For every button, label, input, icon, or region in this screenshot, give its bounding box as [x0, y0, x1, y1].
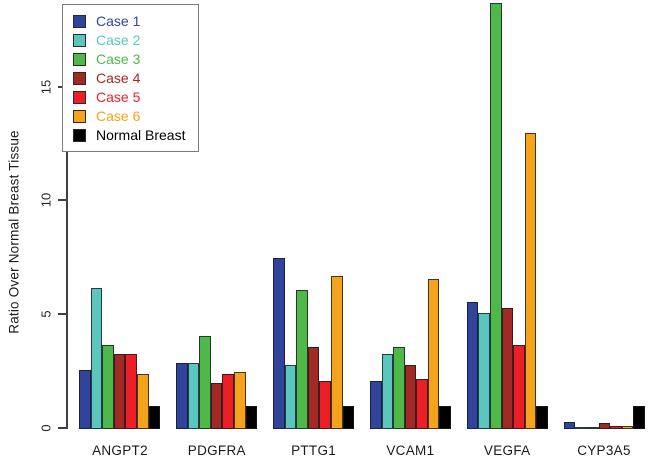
- bar-pdgfra-case-1: [175, 363, 188, 429]
- legend-swatch: [73, 14, 86, 28]
- x-axis-label-vegfa: VEGFA: [483, 443, 531, 458]
- bar-pdgfra-normal-breast: [245, 406, 258, 429]
- y-tick-label: 10: [38, 193, 54, 208]
- bar-group-pdgfra: [175, 336, 258, 429]
- legend-label: Case 5: [96, 89, 141, 105]
- legend-label: Case 1: [96, 13, 141, 29]
- bar-vcam1-case-2: [381, 354, 394, 429]
- bar-cyp3a5-case-1: [563, 422, 576, 429]
- x-axis-label-pdgfra: PDGFRA: [187, 443, 246, 458]
- bar-group-vegfa: [466, 3, 549, 429]
- legend-item-case-5: Case 5: [73, 89, 185, 105]
- legend-item-case-1: Case 1: [73, 13, 185, 29]
- y-tick: [58, 427, 66, 429]
- y-tick-label: 0: [38, 424, 54, 432]
- bar-group-angpt2: [79, 288, 161, 429]
- y-tick-label: 5: [38, 310, 54, 318]
- bar-angpt2-case-5: [125, 354, 137, 429]
- bar-pdgfra-case-5: [222, 374, 234, 429]
- legend-label: Case 6: [96, 108, 141, 124]
- bar-angpt2-case-1: [79, 370, 91, 429]
- bar-angpt2-normal-breast: [148, 406, 161, 429]
- bar-vcam1-case-3: [393, 347, 405, 429]
- legend-swatch: [73, 90, 86, 104]
- bar-group-cyp3a5: [563, 406, 645, 429]
- y-tick: [58, 199, 66, 202]
- legend-item-case-2: Case 2: [73, 32, 185, 48]
- legend-label: Case 2: [96, 32, 141, 48]
- legend-swatch: [73, 128, 86, 142]
- bar-pttg1-case-4: [307, 347, 320, 429]
- bar-angpt2-case-6: [136, 374, 149, 429]
- legend-item-case-4: Case 4: [73, 70, 185, 86]
- bar-pttg1-case-3: [296, 290, 308, 429]
- legend-swatch: [73, 109, 86, 123]
- bar-vegfa-case-2: [478, 313, 491, 429]
- bar-pdgfra-case-2: [187, 363, 200, 429]
- bar-vcam1-normal-breast: [439, 406, 452, 429]
- bar-vcam1-case-6: [427, 279, 440, 429]
- bar-pdgfra-case-4: [210, 383, 223, 429]
- bar-vegfa-case-5: [513, 345, 525, 429]
- y-axis-line: [66, 84, 68, 429]
- x-axis-labels: ANGPT2 PDGFRA PTTG1 VCAM1 VEGFA CYP3A5: [68, 443, 648, 458]
- plot-area: [68, 0, 648, 429]
- bar-angpt2-case-3: [102, 345, 114, 429]
- bar-angpt2-case-4: [113, 354, 126, 429]
- y-tick: [58, 313, 66, 316]
- bar-pttg1-case-5: [319, 381, 331, 429]
- y-axis-title: Ratio Over Normal Breast Tissue: [6, 130, 22, 334]
- bar-group-pttg1: [272, 258, 355, 429]
- x-axis-label-angpt2: ANGPT2: [92, 443, 148, 458]
- bar-pttg1-normal-breast: [342, 406, 355, 429]
- legend-label: Case 4: [96, 70, 141, 86]
- bar-pttg1-case-6: [330, 276, 343, 429]
- legend-swatch: [73, 33, 86, 47]
- legend-swatch: [73, 52, 86, 66]
- y-tick-label: 15: [38, 79, 54, 94]
- bar-group-vcam1: [369, 279, 452, 429]
- legend-item-case-3: Case 3: [73, 51, 185, 67]
- x-axis-label-cyp3a5: CYP3A5: [577, 443, 631, 458]
- bar-cyp3a5-case-3: [587, 427, 599, 429]
- legend-item-case-6: Case 6: [73, 108, 185, 124]
- bar-cyp3a5-case-4: [598, 423, 611, 429]
- bar-vegfa-case-4: [501, 308, 514, 429]
- bar-vcam1-case-4: [404, 365, 417, 429]
- bar-vegfa-case-6: [524, 133, 537, 429]
- bar-vegfa-case-3: [490, 3, 502, 429]
- bar-pdgfra-case-6: [233, 372, 246, 429]
- legend-label: Normal Breast: [96, 127, 186, 143]
- x-axis-label-vcam1: VCAM1: [386, 443, 435, 458]
- bar-cyp3a5-normal-breast: [633, 406, 645, 429]
- bar-cyp3a5-case-5: [610, 426, 622, 429]
- bar-vegfa-normal-breast: [536, 406, 549, 429]
- bar-pttg1-case-2: [284, 365, 297, 429]
- bar-vcam1-case-1: [369, 381, 382, 429]
- bar-angpt2-case-2: [90, 288, 103, 429]
- bar-cyp3a5-case-6: [621, 426, 634, 429]
- bar-cyp3a5-case-2: [575, 427, 588, 429]
- legend: Case 1 Case 2 Case 3 Case 4 Case 5 Case 6 Norm…: [62, 4, 200, 152]
- bar-vegfa-case-1: [466, 302, 479, 429]
- x-axis-label-pttg1: PTTG1: [291, 443, 337, 458]
- legend-label: Case 3: [96, 51, 141, 67]
- bar-pdgfra-case-3: [199, 336, 211, 429]
- bar-vcam1-case-5: [416, 379, 428, 429]
- legend-item-normal-breast: Normal Breast: [73, 127, 185, 143]
- bar-pttg1-case-1: [272, 258, 285, 429]
- legend-swatch: [73, 71, 86, 85]
